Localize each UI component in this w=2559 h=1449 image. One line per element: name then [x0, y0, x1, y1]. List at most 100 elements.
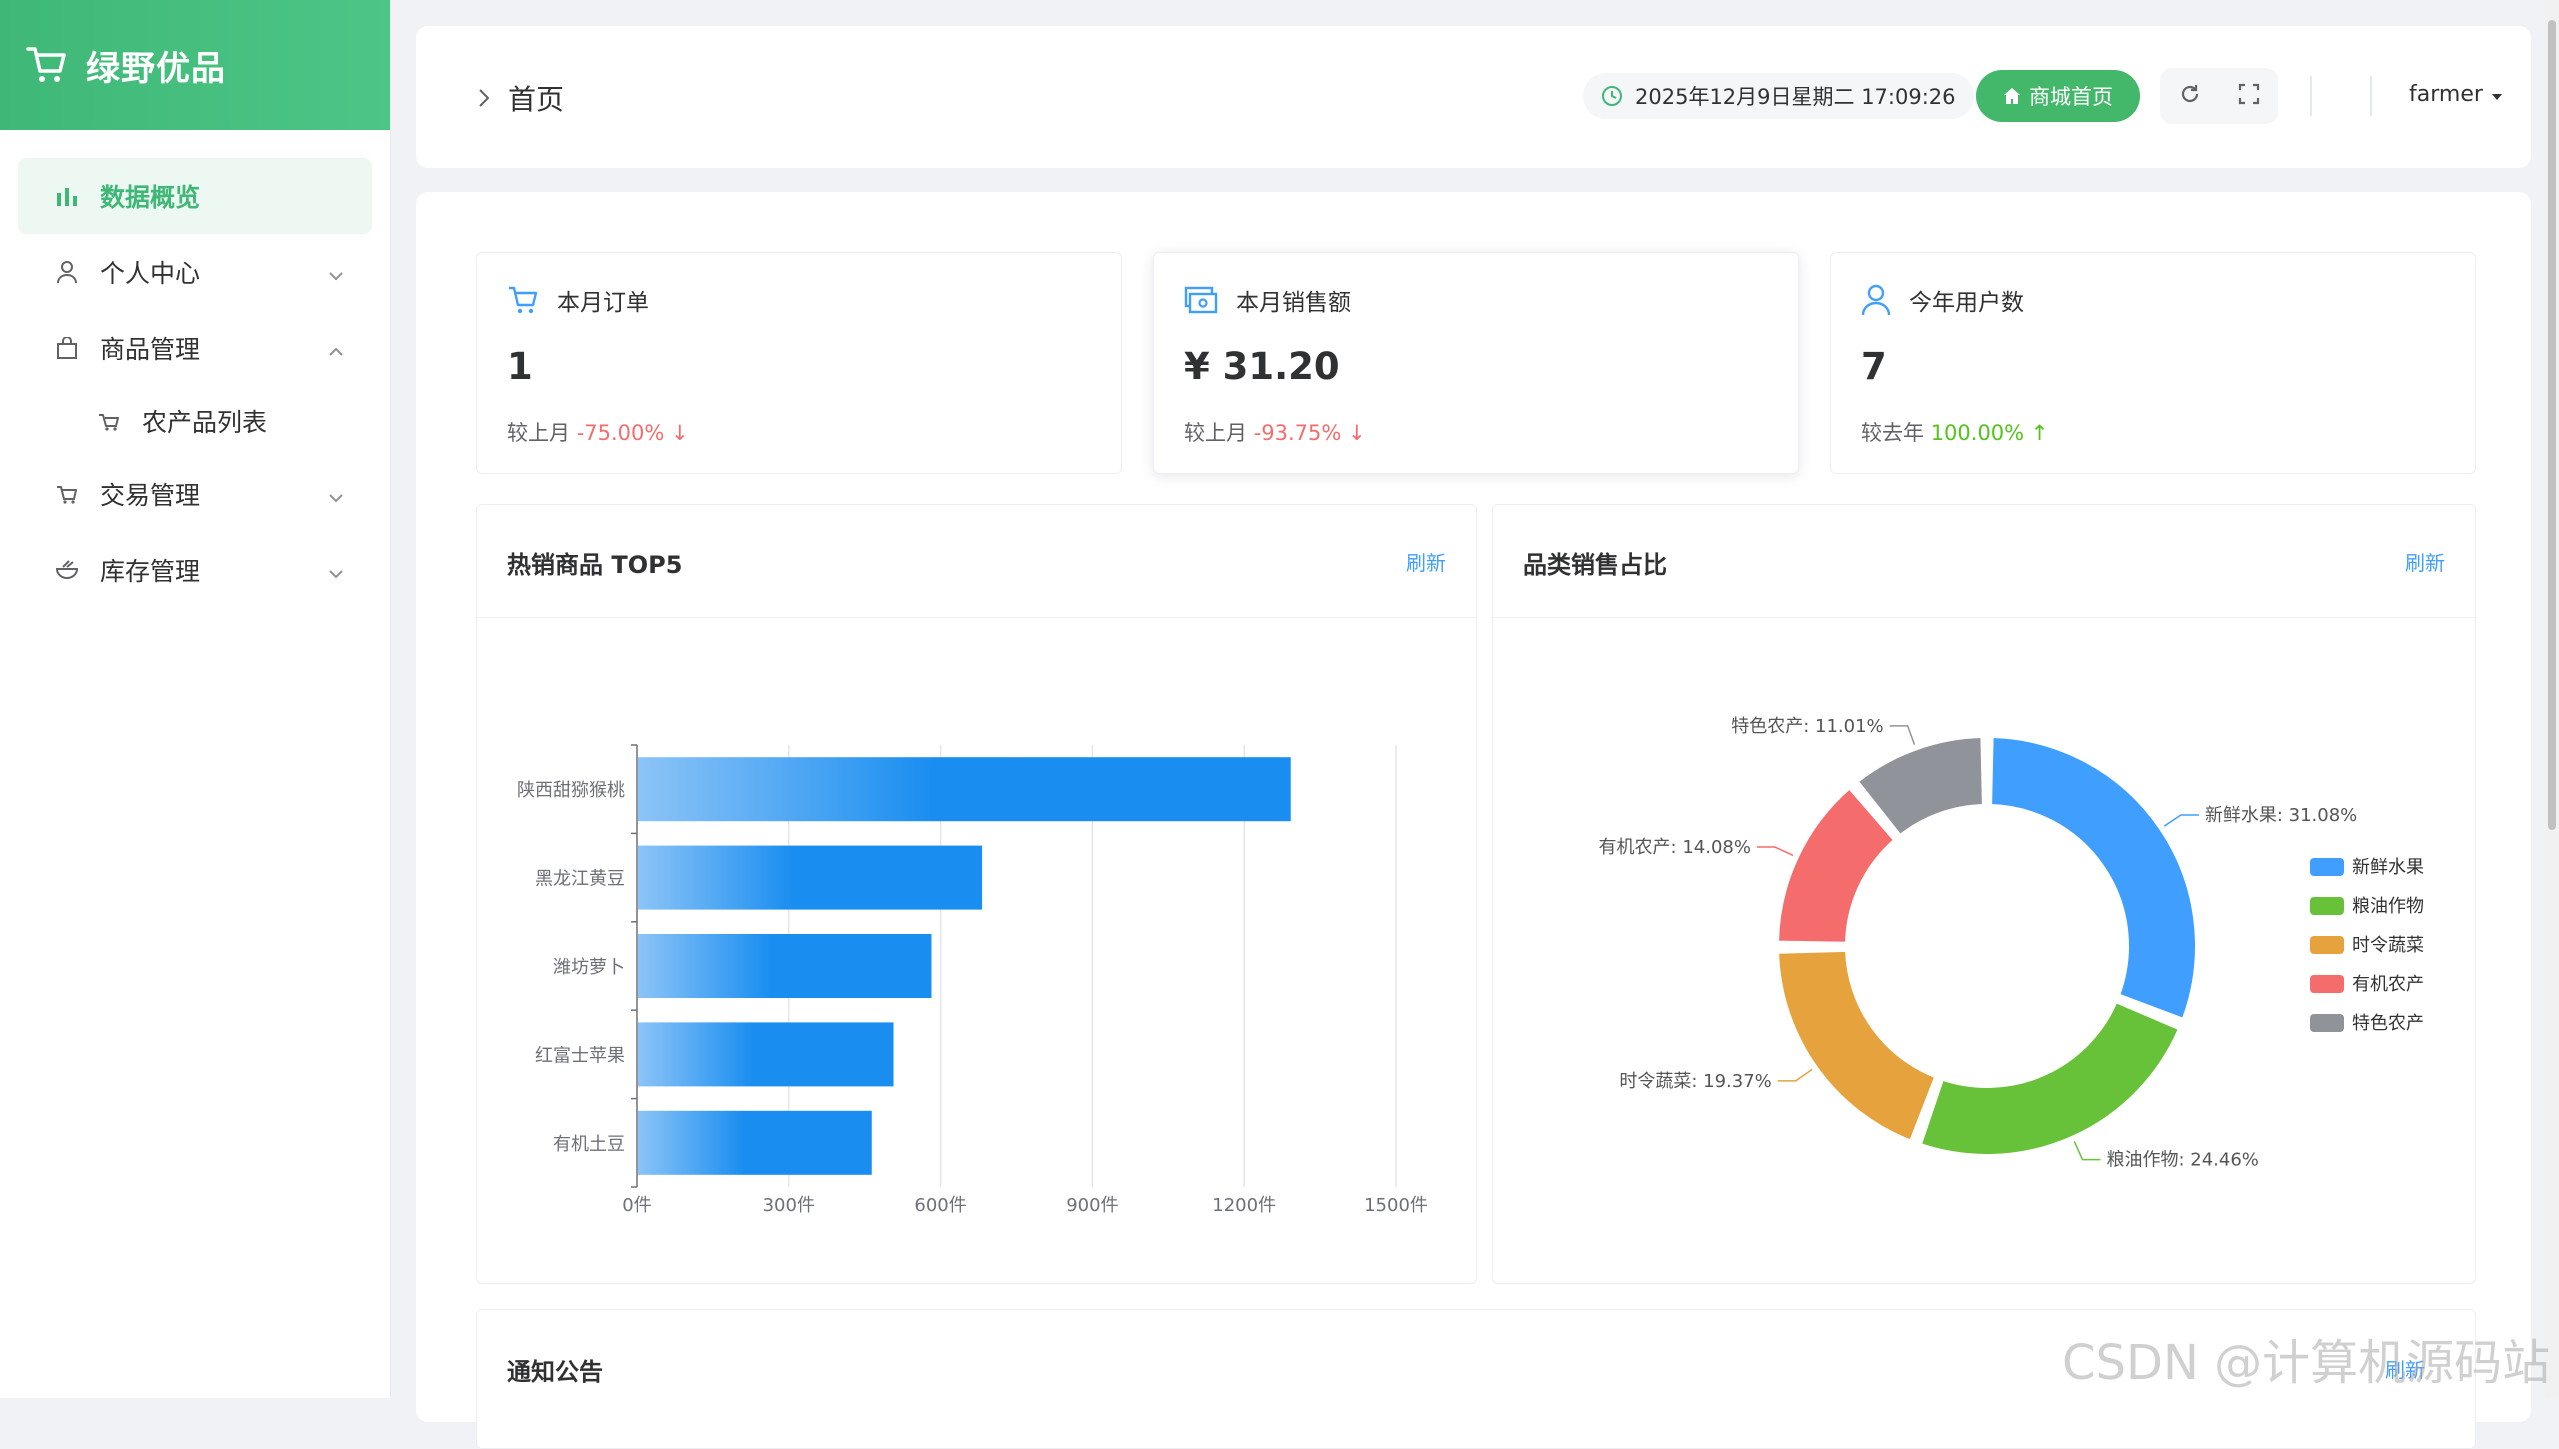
stat-compare: 较上月 -75.00% ↓	[507, 417, 689, 447]
pie-slice	[1988, 734, 2199, 1022]
user-icon	[54, 259, 80, 285]
stat-change: 100.00% ↑	[1930, 421, 2049, 445]
stat-change: -75.00% ↓	[576, 421, 689, 445]
stat-compare-label: 较去年	[1861, 421, 1924, 445]
brand[interactable]: 绿野优品	[0, 0, 390, 130]
stat-value: 7	[1861, 345, 1887, 388]
pie-slice	[1854, 734, 1986, 839]
bar-chart-icon	[54, 183, 80, 209]
y-tick-label: 有机土豆	[553, 1134, 625, 1155]
top5-bar-chart: 0件 300件 600件 900件 1200件 1500件 陕西甜猕猴桃黑龙江黄豆潍坊萝卜红…	[517, 744, 1428, 1216]
legend-label: 新鲜水果	[2352, 857, 2424, 878]
bar	[638, 934, 932, 998]
breadcrumb: 首页	[478, 78, 564, 118]
y-tick-label: 黑龙江黄豆	[535, 869, 625, 890]
refresh-link[interactable]: 刷新	[2405, 551, 2445, 575]
slice-label: 新鲜水果: 31.08%	[2205, 805, 2357, 826]
chevron-down-icon	[328, 556, 344, 585]
leader-line	[2073, 1141, 2101, 1161]
breadcrumb-home[interactable]: 首页	[508, 83, 565, 116]
chevron-right-icon	[478, 82, 490, 115]
scrollbar[interactable]	[2545, 0, 2559, 1398]
slice-label: 时令蔬菜: 19.37%	[1619, 1071, 1771, 1092]
sidebar-item-label: 商品管理	[100, 335, 201, 364]
money-icon	[1184, 285, 1218, 315]
scrollbar-thumb[interactable]	[2548, 20, 2556, 830]
watermark: CSDN @计算机源码站	[2062, 1335, 2551, 1391]
legend-swatch	[2310, 1014, 2344, 1032]
legend-swatch	[2310, 975, 2344, 993]
panel-title: 热销商品 TOP5	[507, 551, 683, 579]
bar	[638, 1022, 894, 1087]
cart-logo-icon	[26, 45, 68, 85]
stat-card-sales: 本月销售额 ¥ 31.20 较上月 -93.75% ↓	[1153, 252, 1799, 474]
x-tick-label: 1500件	[1364, 1195, 1428, 1216]
legend-label: 有机农产	[2352, 974, 2424, 995]
pie-slice	[1917, 999, 2183, 1158]
y-tick-label: 陕西甜猕猴桃	[517, 780, 625, 801]
sidebar-item-product-management[interactable]: 商品管理	[18, 310, 372, 386]
pie-slice	[1775, 947, 1939, 1144]
username: farmer	[2409, 82, 2483, 107]
stat-title: 本月销售额	[1236, 290, 1351, 316]
sidebar-item-product-list[interactable]: 农产品列表	[18, 386, 372, 456]
leader-line	[1777, 1068, 1813, 1082]
shop-home-label: 商城首页	[2029, 85, 2113, 109]
leader-line	[1889, 725, 1916, 745]
divider	[2370, 76, 2372, 116]
datetime-display: 2025年12月9日星期二 17:09:26	[1583, 73, 1974, 119]
stat-value: 1	[507, 345, 533, 388]
pie-slice	[1775, 785, 1898, 946]
shop-home-button[interactable]: 商城首页	[1976, 70, 2140, 122]
panel-title: 品类销售占比	[1523, 551, 1667, 579]
top-header: 首页 2025年12月9日星期二 17:09:26 商城首页 farmer	[416, 26, 2531, 168]
sidebar-menu: 数据概览 个人中心 商品管理 农产品列表	[0, 130, 390, 608]
x-tick-label: 600件	[914, 1195, 966, 1216]
cart-icon	[54, 481, 80, 507]
bar	[638, 757, 1291, 822]
fullscreen-icon[interactable]	[2237, 82, 2261, 110]
sidebar-item-personal-center[interactable]: 个人中心	[18, 234, 372, 310]
legend-swatch	[2310, 858, 2344, 876]
bar	[638, 1110, 872, 1175]
legend-label: 特色农产	[2352, 1013, 2424, 1034]
refresh-link[interactable]: 刷新	[2385, 1358, 2425, 1382]
sidebar-item-label: 库存管理	[100, 557, 201, 586]
x-tick-label: 900件	[1066, 1195, 1118, 1216]
chevron-down-icon	[328, 258, 344, 287]
user-icon	[1861, 284, 1891, 316]
clock-icon	[1601, 85, 1623, 107]
datetime-text: 2025年12月9日星期二 17:09:26	[1635, 85, 1956, 109]
x-tick-label: 300件	[763, 1195, 815, 1216]
leader-line	[1756, 846, 1794, 857]
slice-label: 特色农产: 11.01%	[1731, 716, 1883, 737]
user-menu[interactable]: farmer	[2409, 82, 2503, 107]
sidebar-item-label: 个人中心	[100, 259, 201, 288]
refresh-link[interactable]: 刷新	[1406, 551, 1446, 575]
refresh-icon[interactable]	[2178, 82, 2202, 110]
caret-down-icon	[2491, 82, 2503, 107]
legend-label: 时令蔬菜	[2352, 935, 2424, 956]
legend-swatch	[2310, 897, 2344, 915]
stat-compare: 较上月 -93.75% ↓	[1184, 417, 1366, 447]
legend-label: 粮油作物	[2352, 896, 2424, 917]
stat-card-users: 今年用户数 7 较去年 100.00% ↑	[1830, 252, 2476, 474]
sidebar-item-trade-management[interactable]: 交易管理	[18, 456, 372, 532]
sidebar-item-inventory-management[interactable]: 库存管理	[18, 532, 372, 608]
top5-panel: 热销商品 TOP5 刷新 0件 300件 600件 900件 1200件 1500件 陕西甜…	[476, 504, 1477, 1284]
stat-change: -93.75% ↓	[1253, 421, 1366, 445]
sidebar-item-data-overview[interactable]: 数据概览	[18, 158, 372, 234]
panel-title: 通知公告	[507, 1358, 603, 1386]
main-content: 本月订单 1 较上月 -75.00% ↓ 本月销售额 ¥ 31.20 较上月 -…	[416, 192, 2531, 1449]
shopping-cart-icon	[507, 285, 539, 315]
leader-line	[2163, 814, 2199, 827]
basket-icon	[96, 408, 122, 434]
bowl-icon	[54, 557, 80, 583]
app-title: 绿野优品	[86, 48, 226, 89]
sidebar-item-label: 农产品列表	[142, 408, 268, 437]
slice-label: 粮油作物: 24.46%	[2106, 1150, 2258, 1171]
home-icon	[2003, 87, 2021, 105]
stat-title: 本月订单	[557, 290, 649, 316]
chevron-up-icon	[328, 334, 344, 363]
legend-swatch	[2310, 936, 2344, 954]
